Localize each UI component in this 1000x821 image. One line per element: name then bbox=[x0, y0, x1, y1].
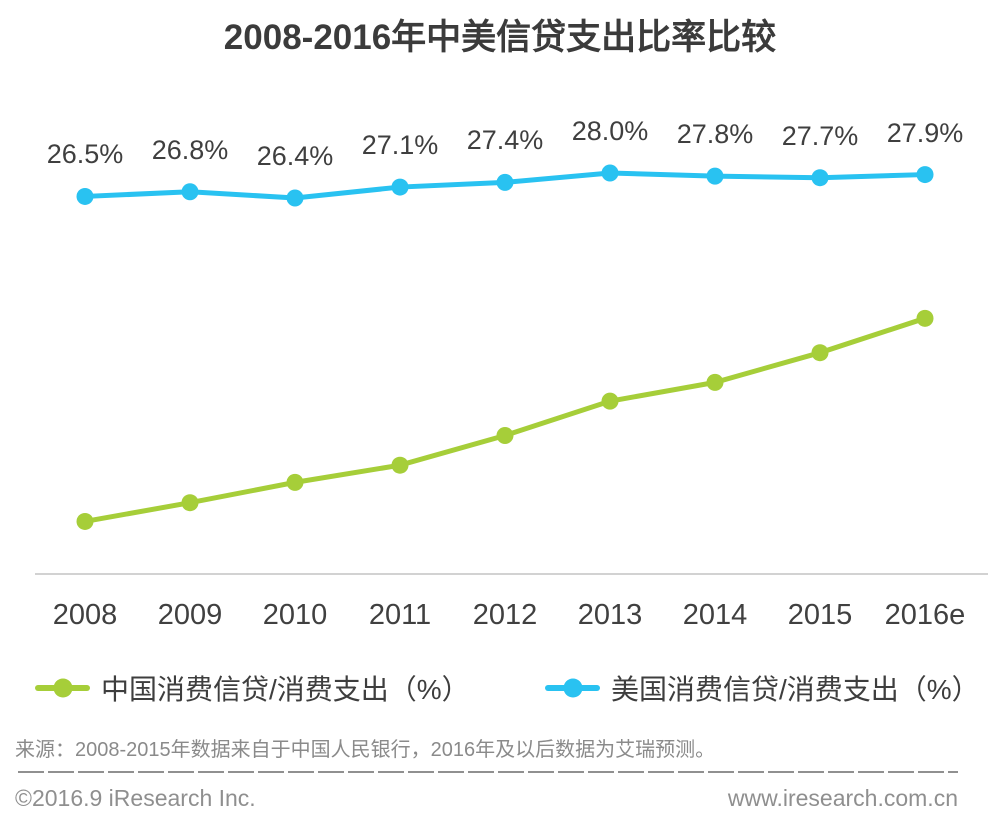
data-point bbox=[916, 309, 934, 327]
footer-divider bbox=[18, 771, 958, 773]
data-label: 27.9% bbox=[886, 117, 964, 148]
copyright: ©2016.9 iResearch Inc. bbox=[15, 785, 256, 811]
x-axis-label: 2012 bbox=[472, 599, 538, 631]
legend-dot-icon bbox=[563, 678, 582, 698]
legend-dot-icon bbox=[53, 678, 72, 698]
x-axis-line bbox=[35, 573, 988, 575]
x-axis-label: 2015 bbox=[787, 599, 853, 631]
data-label: 27.8% bbox=[676, 119, 754, 150]
data-label: 27.4% bbox=[466, 125, 544, 156]
data-point bbox=[391, 456, 409, 474]
data-label: 26.5% bbox=[46, 139, 124, 170]
data-point bbox=[601, 392, 619, 410]
website-link[interactable]: www.iresearch.com.cn bbox=[727, 785, 958, 811]
data-label: 27.7% bbox=[781, 120, 859, 151]
legend-marker-china-icon bbox=[35, 678, 90, 698]
data-point bbox=[811, 169, 829, 187]
data-label: 28.0% bbox=[571, 116, 649, 146]
data-point bbox=[181, 183, 199, 201]
source-note: 来源：2008-2015年数据来自于中国人民银行，2016年及以后数据为艾瑞预测… bbox=[15, 739, 716, 761]
data-point bbox=[286, 473, 304, 491]
x-axis-label: 2010 bbox=[262, 599, 328, 631]
data-label: 26.8% bbox=[151, 134, 229, 165]
value-labels: 26.5% 26.8% 26.4% 27.1% 27.4% 28.0% 27.8% 27.7%… bbox=[46, 116, 964, 171]
legend-marker-usa-icon bbox=[545, 678, 600, 698]
legend-label-usa: 美国消费信贷/消费支出（%） bbox=[611, 674, 980, 705]
data-point bbox=[286, 189, 304, 207]
line-chart-plot bbox=[76, 164, 934, 530]
x-axis-label: 2011 bbox=[368, 599, 432, 631]
legend-item-china: 中国消费信贷/消费支出（%） bbox=[35, 668, 470, 708]
data-point bbox=[916, 166, 934, 184]
data-label: 27.1% bbox=[361, 130, 439, 161]
data-point bbox=[811, 344, 829, 362]
x-axis-label: 2013 bbox=[577, 599, 643, 631]
x-axis-labels: 2008 2009 2010 2011 2012 2013 2014 2015 2016e bbox=[0, 598, 1000, 634]
data-point bbox=[706, 167, 724, 185]
data-point bbox=[76, 512, 94, 530]
x-axis-label: 2008 bbox=[52, 599, 118, 631]
data-point bbox=[496, 427, 514, 444]
data-point bbox=[76, 187, 94, 205]
x-axis-label: 2016e bbox=[884, 599, 966, 631]
data-point bbox=[601, 164, 619, 182]
x-axis-label: 2009 bbox=[157, 599, 223, 631]
data-point bbox=[496, 173, 514, 191]
legend-label-china: 中国消费信贷/消费支出（%） bbox=[101, 674, 470, 705]
data-point bbox=[706, 373, 724, 391]
data-point bbox=[391, 178, 409, 196]
data-label: 26.4% bbox=[256, 141, 334, 171]
chart-title: 2008-2016年中美信贷支出比率比较 bbox=[223, 18, 777, 57]
legend-item-usa: 美国消费信贷/消费支出（%） bbox=[545, 668, 980, 708]
data-point bbox=[181, 494, 199, 512]
x-axis-label: 2014 bbox=[682, 599, 748, 631]
